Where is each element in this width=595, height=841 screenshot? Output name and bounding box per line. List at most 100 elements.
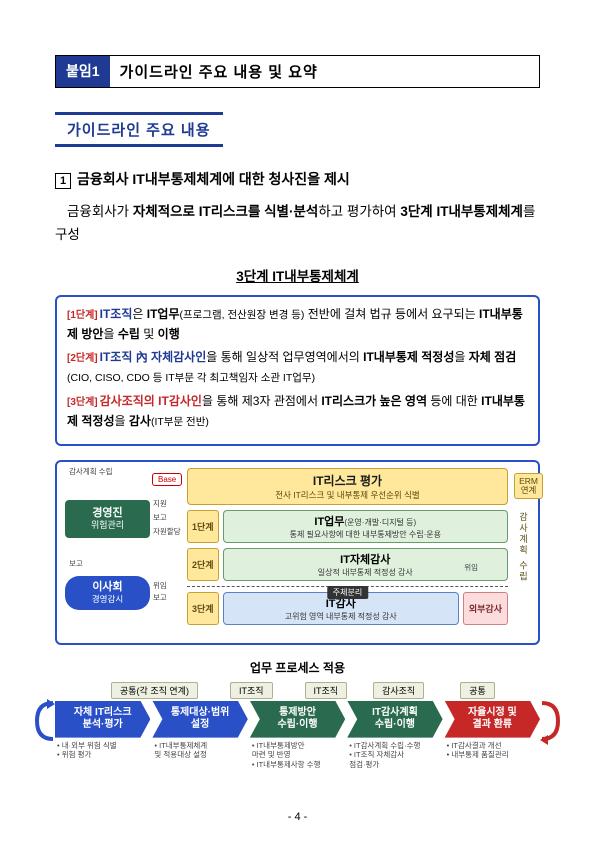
process-step: 통제대상·범위 설정 (152, 701, 247, 738)
process-step-desc: • 내·외부 위험 식별 • 위험 평가 (55, 741, 150, 770)
process-step-desc: • IT내부통제방안 마련 및 반영 • IT내부통제사항 수행 (250, 741, 345, 770)
process-label: 공통(각 조직 연계) (111, 682, 198, 699)
process-label: 감사조직 (373, 682, 424, 699)
r3-b1: IT리스크가 높은 영역 (321, 394, 427, 408)
r2-tag: [2단계] (67, 353, 98, 364)
section-heading: 가이드라인 주요 내용 (55, 112, 223, 147)
dia-erm-tag: ERM 연계 (514, 473, 543, 500)
r3-kw: 감사조직의 IT감사인 (100, 394, 202, 408)
process-step: 자율시정 및 결과 환류 (445, 701, 540, 738)
r1-t4: 및 (140, 327, 158, 341)
dia-box1-sub: 통제 필요사항에 대한 내부통제방안 수립·운용 (228, 529, 503, 540)
title-row: 붙임1 가이드라인 주요 내용 및 요약 (55, 55, 540, 88)
dia-risk-box: Base IT리스크 평가 전사 IT리스크 및 내부통제 우선순위 식별 ER… (187, 468, 508, 505)
dia-right-col: Base IT리스크 평가 전사 IT리스크 및 내부통제 우선순위 식별 ER… (187, 468, 508, 630)
stage1-tag: 1단계 (187, 510, 219, 543)
process-steps-desc: • 내·외부 위험 식별 • 위험 평가• IT내부통제체계 및 적용대상 설정… (55, 741, 540, 770)
r1-t2: 전반에 걸쳐 법규 등에서 요구되는 (304, 307, 479, 321)
r1-b1: IT업무 (147, 307, 180, 321)
process-header: 업무 프로세스 적용 (55, 659, 540, 676)
para1-mid: 하고 평가하여 (318, 204, 400, 219)
title-badge: 붙임1 (55, 55, 110, 88)
dia-left-col: 경영진 위험관리 이사회 경영감시 (65, 472, 150, 610)
r2-b2: 자체 점검 (469, 350, 517, 364)
dia-board-sub: 경영감시 (67, 594, 148, 605)
dia-ext-tag: 외부감사 (463, 592, 508, 625)
item-1-text: 금융회사 IT내부통제체계에 대한 청사진을 제시 (77, 171, 350, 187)
callout-3stage: [1단계]IT조직은 IT업무(프로그램, 전산원장 변경 등) 전반에 걸쳐 … (55, 295, 540, 446)
process-label: IT조직 (305, 682, 348, 699)
process-label: IT조직 (230, 682, 273, 699)
r2-small: (CIO, CISO, CDO 등 IT부문 각 최고책임자 소관 IT업무) (67, 372, 315, 384)
r2-t1: 을 통해 일상적 업무영역에서의 (206, 350, 363, 364)
r1-t1: 은 (132, 307, 146, 321)
right-curve-arrow-icon (536, 697, 562, 745)
callout-row-2: [2단계]IT조직 內 자체감사인을 통해 일상적 업무영역에서의 IT내부통제… (67, 348, 528, 388)
r3-t3: 을 (115, 414, 129, 428)
dia-center-tag: 주체분리 (327, 586, 368, 599)
process-steps-wrap: 자체 IT리스크 분석·평가통제대상·범위 설정통제방안 수립·이행IT감사계획… (55, 701, 540, 738)
process-step: IT감사계획 수립·이행 (347, 701, 442, 738)
item-1: 1 금융회사 IT내부통제체계에 대한 청사진을 제시 (55, 169, 540, 189)
r3-small: (IT부문 전반) (151, 416, 209, 428)
callout-row-3: [3단계]감사조직의 IT감사인을 통해 제3자 관점에서 IT리스크가 높은 … (67, 392, 528, 432)
r1-tag: [1단계] (67, 310, 98, 321)
item-1-num: 1 (55, 173, 71, 189)
dia-box1-title: IT업무 (314, 516, 344, 528)
dia-board-box: 이사회 경영감시 (65, 576, 150, 610)
dia-conn-a: 지원 (153, 498, 167, 509)
dia-conn-d2: 위임 (464, 562, 478, 573)
dia-risk-title: IT리스크 평가 (194, 472, 501, 489)
dia-row2: 2단계 IT자체감사 일상적 내부통제 적정성 감사 (187, 548, 508, 581)
process-step-desc: • IT내부통제체계 및 적용대상 설정 (152, 741, 247, 770)
stage2-tag: 2단계 (187, 548, 219, 581)
dia-box2-sub: 일상적 내부통제 적정성 감사 (228, 567, 503, 578)
r1-kw: IT조직 (100, 307, 133, 321)
r3-t2: 등에 대한 (427, 394, 481, 408)
dia-mgmt-sub: 위험관리 (67, 520, 148, 532)
dia-vert-label: 감사계획 수립 (517, 512, 530, 583)
dia-conn-d: 위임 (153, 580, 167, 591)
para1-pre: 금융회사가 (67, 204, 133, 219)
dia-conn-b3: 보고 (153, 592, 167, 603)
r1-small: (프로그램, 전산원장 변경 등) (180, 309, 305, 321)
r3-tag: [3단계] (67, 397, 98, 408)
dia-box1-tail: (운영·개발·디지털 등) (344, 518, 416, 527)
dia-box2-title: IT자체감사 (228, 551, 503, 567)
dia-base-tag: Base (152, 473, 182, 486)
dia-risk-sub: 전사 IT리스크 및 내부통제 우선순위 식별 (194, 489, 501, 501)
process-step-desc: • IT감사계획 수립·수행 • IT조직 자체감사 점검·평가 (347, 741, 442, 770)
para1-b1: 자체적으로 IT리스크를 식별·분석 (133, 204, 318, 219)
r1-b3: 수립 (118, 327, 140, 341)
r2-kw: IT조직 內 자체감사인 (100, 350, 207, 364)
dia-box1: IT업무(운영·개발·디지털 등) 통제 필요사항에 대한 내부통제방안 수립·… (223, 510, 508, 543)
page-number: - 4 - (0, 811, 595, 823)
process-step-desc: • IT감사결과 개선 • 내부통제 품질관리 (445, 741, 540, 770)
process-steps: 자체 IT리스크 분석·평가통제대상·범위 설정통제방안 수립·이행IT감사계획… (55, 701, 540, 738)
r3-t1: 을 통해 제3자 관점에서 (202, 394, 321, 408)
r2-t2: 을 (454, 350, 468, 364)
r2-b1: IT내부통제 적정성 (363, 350, 454, 364)
r3-b3: 감사 (129, 414, 151, 428)
callout-row-1: [1단계]IT조직은 IT업무(프로그램, 전산원장 변경 등) 전반에 걸쳐 … (67, 305, 528, 345)
process-label: 공통 (460, 682, 495, 699)
dia-conn-e: 자원할당 (153, 526, 181, 537)
diagram-governance: 감사계획 수립 경영진 위험관리 이사회 경영감시 지원 보고 자원할당 보고 … (55, 460, 540, 645)
dia-board-title: 이사회 (67, 581, 148, 595)
title-text: 가이드라인 주요 내용 및 요약 (110, 55, 540, 88)
paragraph-1: 금융회사가 자체적으로 IT리스크를 식별·분석하고 평가하여 3단계 IT내부… (55, 201, 540, 247)
process-step: 자체 IT리스크 분석·평가 (55, 701, 150, 738)
dia-box3-sub: 고위험 영역 내부통제 적정성 감사 (228, 611, 454, 622)
dia-row1: 1단계 IT업무(운영·개발·디지털 등) 통제 필요사항에 대한 내부통제방안… (187, 510, 508, 543)
dia-conn-b2: 보고 (69, 558, 83, 569)
dia-mgmt-box: 경영진 위험관리 (65, 500, 150, 538)
dia-conn-b: 보고 (153, 512, 167, 523)
process-step: 통제방안 수립·이행 (250, 701, 345, 738)
r1-t3: 을 (103, 327, 117, 341)
stage3-tag: 3단계 (187, 592, 219, 625)
para1-b2: 3단계 IT내부통제체계 (400, 204, 523, 219)
r1-b4: 이행 (158, 327, 180, 341)
dia-mgmt-title: 경영진 (67, 506, 148, 520)
process-labels: 공통(각 조직 연계) IT조직 IT조직 감사조직 공통 (111, 682, 540, 699)
subheading-3stage: 3단계 IT내부통제체계 (55, 265, 540, 285)
